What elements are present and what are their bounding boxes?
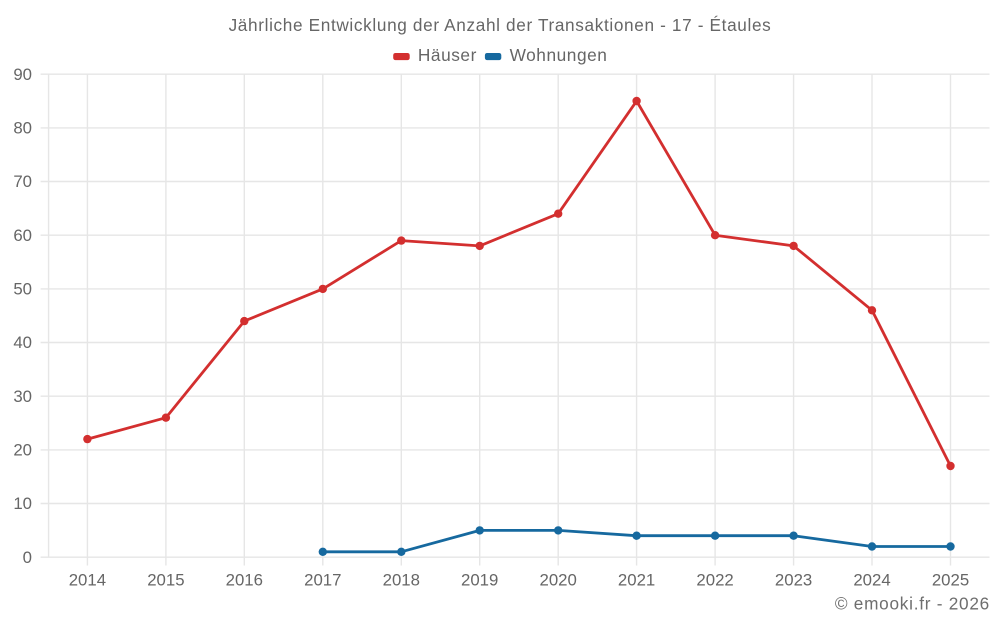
svg-text:0: 0: [23, 548, 32, 567]
svg-text:30: 30: [13, 387, 32, 406]
svg-text:2016: 2016: [226, 570, 263, 589]
svg-text:2025: 2025: [932, 570, 969, 589]
svg-text:2023: 2023: [775, 570, 812, 589]
svg-text:2024: 2024: [853, 570, 890, 589]
svg-text:Wohnungen: Wohnungen: [510, 45, 608, 65]
svg-text:2019: 2019: [461, 570, 498, 589]
svg-text:© emooki.fr - 2026: © emooki.fr - 2026: [835, 594, 990, 614]
svg-text:2018: 2018: [383, 570, 420, 589]
svg-text:2014: 2014: [69, 570, 106, 589]
svg-text:Häuser: Häuser: [418, 45, 477, 65]
svg-text:2021: 2021: [618, 570, 655, 589]
svg-text:60: 60: [13, 226, 32, 245]
svg-text:50: 50: [13, 280, 32, 299]
svg-text:2017: 2017: [304, 570, 341, 589]
svg-text:80: 80: [13, 119, 32, 138]
svg-text:40: 40: [13, 333, 32, 352]
svg-text:70: 70: [13, 172, 32, 191]
svg-text:20: 20: [13, 441, 32, 460]
svg-text:90: 90: [13, 65, 32, 84]
svg-text:2015: 2015: [147, 570, 184, 589]
svg-text:2020: 2020: [540, 570, 577, 589]
svg-text:Jährliche Entwicklung der Anza: Jährliche Entwicklung der Anzahl der Tra…: [229, 15, 772, 35]
svg-text:2022: 2022: [696, 570, 733, 589]
svg-text:10: 10: [13, 494, 32, 513]
